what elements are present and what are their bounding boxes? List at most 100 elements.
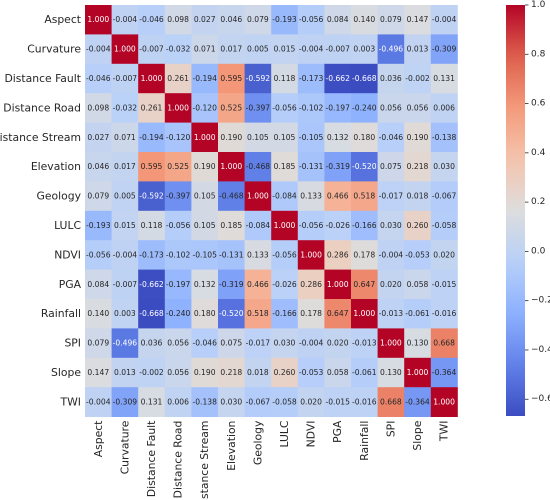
heatmap-cell [404,63,432,94]
heatmap-cell-value: 0.131 [141,397,163,406]
y-tick-label: PGA [59,278,82,291]
heatmap-cell [111,34,139,65]
heatmap-cell [218,5,245,35]
heatmap-cell [430,328,458,359]
heatmap-cell-value: 0.020 [327,339,349,348]
heatmap-cell-value: 0.647 [327,309,349,318]
heatmap-cell-value: 0.071 [194,45,216,54]
heatmap-cell-value: -0.053 [299,368,324,377]
heatmap-cell [271,152,299,182]
heatmap-cell [324,34,352,65]
heatmap-cell-value: -0.046 [192,339,217,348]
heatmap-cell [244,387,272,417]
heatmap-cell [351,34,378,65]
heatmap-cell [191,5,219,35]
heatmap-cell-value: -0.032 [166,45,191,54]
heatmap-cell [377,63,405,94]
heatmap-cell-value: 0.018 [247,368,269,377]
heatmap-cell [244,122,272,153]
heatmap-cell-value: 0.190 [407,133,429,142]
heatmap-cell-value: 0.013 [407,45,429,54]
heatmap-cell [85,122,112,153]
heatmap-cell [218,63,245,94]
heatmap-cell-value: -0.013 [352,339,377,348]
heatmap-cell-value: 0.027 [87,133,109,142]
heatmap-cell-value: 0.079 [87,192,109,201]
heatmap-cell-value: -0.166 [352,221,377,230]
y-tick-label: SPI [64,337,81,350]
heatmap-cell [191,387,219,417]
heatmap-cell-value: 0.027 [194,15,216,24]
heatmap-cell [430,181,458,212]
heatmap-cell-value: -0.015 [325,397,350,406]
heatmap-cell [218,152,245,182]
heatmap-cell [164,328,192,359]
heatmap-cell-value: 0.056 [407,103,429,112]
heatmap-cell [164,240,192,270]
heatmap-cell-value: -0.004 [86,45,111,54]
heatmap-cell-value: -0.016 [352,397,377,406]
heatmap-cell [85,299,112,329]
heatmap-cell-value: 0.084 [327,15,349,24]
heatmap-cell-value: -0.194 [139,133,164,142]
heatmap-cell [111,152,139,182]
heatmap-cell [244,240,272,270]
heatmap-cell-value: 0.525 [220,103,242,112]
heatmap-cell [244,328,272,359]
heatmap-cell [111,357,139,388]
y-tick-label: Rainfall [41,307,81,320]
heatmap-cell [111,240,139,270]
heatmap-cell [324,63,352,94]
heatmap-cell [138,63,166,94]
heatmap-cell [324,152,352,182]
heatmap-cell [297,122,325,153]
heatmap-cell [164,5,192,35]
heatmap-cell [404,122,432,153]
colorbar-tick-label: 0.8 [531,49,546,59]
colorbar-tick-label: 0.0 [531,246,546,256]
heatmap-cell [191,63,219,94]
y-tick-label: Curvature [27,43,81,56]
heatmap-cell [191,210,219,241]
heatmap-cell-value: 0.147 [407,15,429,24]
heatmap-cell [351,240,378,270]
heatmap-cell [164,93,192,123]
heatmap-cell-value: -0.053 [405,250,430,259]
heatmap-cell-value: -0.662 [139,280,164,289]
heatmap-cell-value: 0.261 [141,103,163,112]
heatmap-cell [138,5,166,35]
heatmap-cell-value: -0.131 [219,250,244,259]
heatmap-cell [271,299,299,329]
heatmap-cell-value: 0.525 [167,162,189,171]
heatmap-cell-value: 0.131 [433,74,455,83]
heatmap-cell-value: 0.105 [247,133,269,142]
heatmap-cell [377,387,405,417]
heatmap-cell [351,122,378,153]
heatmap-cell [377,328,405,359]
heatmap-cell [244,152,272,182]
heatmap-cell-value: -0.004 [113,250,138,259]
heatmap-cell-value: 0.261 [167,74,189,83]
heatmap-cell [297,240,325,270]
heatmap-cell-value: -0.004 [299,339,324,348]
heatmap-cell [218,328,245,359]
heatmap-cell [138,181,166,212]
x-tick-label: Aspect [92,421,105,458]
heatmap-cell-value: -0.592 [246,74,271,83]
heatmap-cell [218,269,245,300]
heatmap-cell-value: -0.319 [325,162,350,171]
heatmap-cell-value: 0.079 [380,15,402,24]
heatmap-cell [324,269,352,300]
heatmap-cell-value: -0.520 [219,309,244,318]
heatmap-cell [404,357,432,388]
heatmap-cell [191,240,219,270]
heatmap-cell-value: -0.193 [272,15,297,24]
colorbar-gradient [506,5,525,416]
heatmap-cell-value: 0.132 [327,133,349,142]
heatmap-cell-value: -0.102 [299,103,324,112]
heatmap-cell-value: -0.002 [139,368,164,377]
heatmap-cell [297,299,325,329]
heatmap-cell [404,5,432,35]
heatmap-cell [377,299,405,329]
heatmap-cell-value: 1.000 [300,250,322,259]
